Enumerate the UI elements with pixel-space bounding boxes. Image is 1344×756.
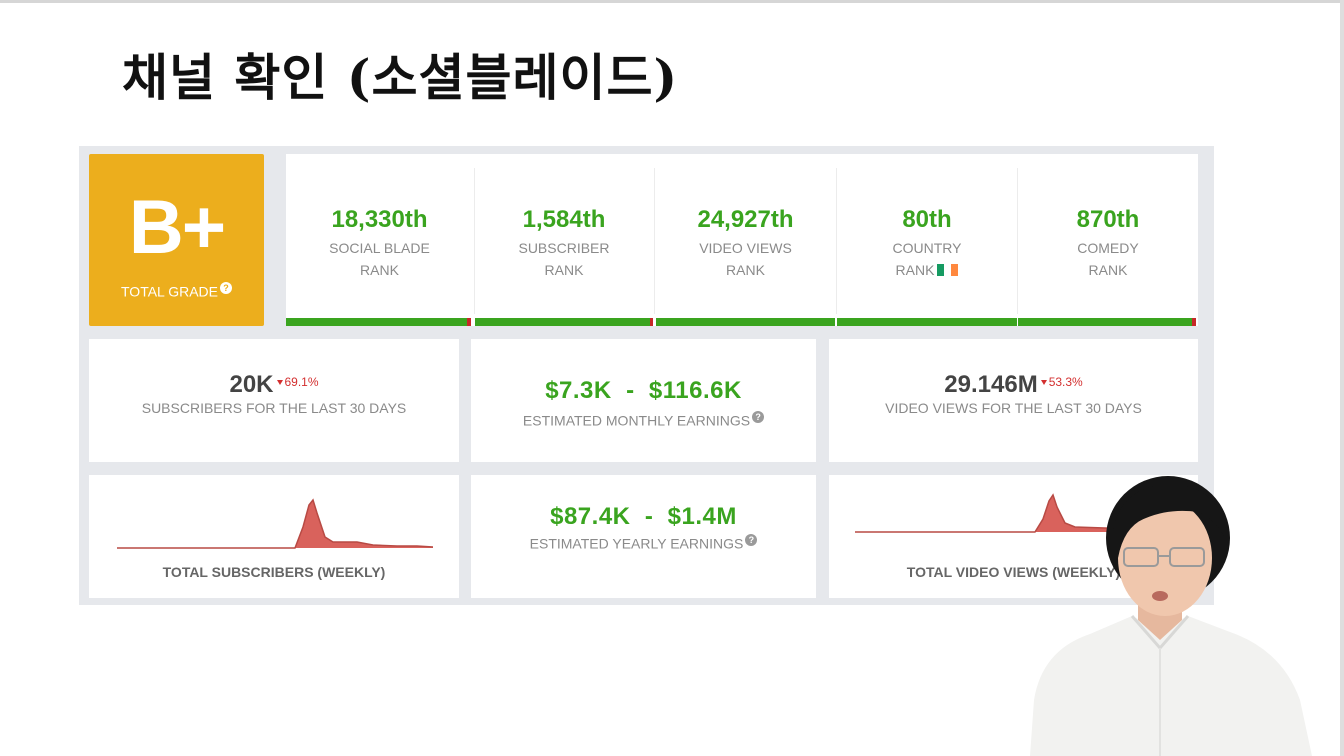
rank-progress-bar	[1018, 318, 1196, 326]
subscribers-30d-delta: 69.1%	[277, 375, 319, 389]
subscribers-30d-card: 20K 69.1% SUBSCRIBERS FOR THE LAST 30 DAY…	[89, 339, 459, 462]
rank-label: COMEDY RANK	[1018, 237, 1198, 281]
rank-label-line1: COUNTRY	[892, 240, 962, 256]
views-30d-card: 29.146M 53.3% VIDEO VIEWS FOR THE LAST 30…	[829, 339, 1198, 462]
rank-label-line1: VIDEO VIEWS	[699, 240, 792, 256]
subscribers-weekly-chart-card: TOTAL SUBSCRIBERS (WEEKLY)	[89, 475, 459, 598]
rank-label-line2: RANK	[544, 262, 584, 278]
yearly-earnings-card: $87.4K - $1.4M ESTIMATED YEARLY EARNINGS…	[471, 475, 816, 598]
top-border	[0, 0, 1344, 3]
rank-label-line2: RANK	[1088, 262, 1128, 278]
rank-subscriber: 1,584th SUBSCRIBER RANK	[475, 154, 653, 326]
yearly-earnings-caption-text: ESTIMATED YEARLY EARNINGS	[529, 535, 744, 552]
help-icon[interactable]: ?	[745, 534, 758, 546]
rank-progress-bar	[286, 318, 471, 326]
slide-title: 채널 확인 (소셜블레이드)	[122, 48, 679, 107]
rank-social-blade: 18,330th SOCIAL BLADE RANK	[286, 154, 473, 326]
rank-value: 1,584th	[522, 206, 606, 233]
rank-progress-bar	[475, 318, 653, 326]
rank-progress-bar	[837, 318, 1017, 326]
views-30d-caption: VIDEO VIEWS FOR THE LAST 30 DAYS	[885, 400, 1142, 416]
subscribers-sparkline	[117, 498, 433, 549]
rank-video-views: 24,927th VIDEO VIEWS RANK	[656, 154, 835, 326]
rank-label: SOCIAL BLADE RANK	[286, 237, 473, 281]
rank-comedy: 870th COMEDY RANK	[1018, 154, 1198, 326]
rank-label-line1: SUBSCRIBER	[518, 240, 610, 256]
help-icon[interactable]: ?	[752, 411, 765, 423]
yearly-earnings-value: $87.4K - $1.4M	[550, 503, 737, 530]
rank-value: 870th	[1076, 206, 1140, 233]
yearly-earnings-caption: ESTIMATED YEARLY EARNINGS?	[471, 534, 816, 552]
views-30d-value: 29.146M	[944, 371, 1038, 398]
rank-label-line2: RANK	[726, 262, 765, 278]
monthly-earnings-card: $7.3K - $116.6K ESTIMATED MONTHLY EARNIN…	[471, 339, 816, 462]
rank-country: 80th COUNTRY RANK	[837, 154, 1017, 326]
rank-label-line2: RANK	[360, 262, 399, 278]
rank-label: COUNTRY RANK	[837, 237, 1017, 281]
rank-value: 18,330th	[331, 206, 428, 233]
rank-label: SUBSCRIBER RANK	[475, 237, 653, 281]
rank-label-line1: COMEDY	[1077, 240, 1139, 256]
subscribers-30d-value: 20K	[229, 371, 274, 398]
rank-value: 24,927th	[697, 206, 794, 233]
views-30d-delta: 53.3%	[1041, 375, 1083, 389]
ireland-flag-icon	[937, 260, 959, 276]
right-border	[1340, 0, 1344, 756]
monthly-earnings-caption-text: ESTIMATED MONTHLY EARNINGS	[522, 412, 751, 429]
presenter-video	[1030, 476, 1312, 756]
grade-label-text: TOTAL GRADE	[121, 283, 218, 300]
subscribers-chart-caption: TOTAL SUBSCRIBERS (WEEKLY)	[162, 564, 386, 580]
subscribers-30d-caption: SUBSCRIBERS FOR THE LAST 30 DAYS	[141, 400, 407, 416]
views-chart-caption: TOTAL VIDEO VIEWS (WEEKLY)	[906, 564, 1121, 580]
rank-label-line2: RANK	[837, 259, 1017, 281]
rank-label-line2-text: RANK	[895, 262, 935, 278]
monthly-earnings-caption: ESTIMATED MONTHLY EARNINGS?	[471, 411, 816, 429]
rank-value: 80th	[902, 206, 952, 233]
total-grade-card: B+ TOTAL GRADE?	[89, 154, 264, 326]
rank-progress-bar	[656, 318, 835, 326]
rank-label-line1: SOCIAL BLADE	[329, 240, 430, 256]
help-icon[interactable]: ?	[219, 282, 232, 294]
rank-label: VIDEO VIEWS RANK	[656, 237, 835, 281]
grade-letter: B+	[128, 185, 226, 270]
grade-label: TOTAL GRADE?	[89, 282, 264, 301]
monthly-earnings-value: $7.3K - $116.6K	[545, 377, 742, 404]
rank-strip: 18,330th SOCIAL BLADE RANK 1,584th SUBSC…	[286, 154, 1198, 326]
